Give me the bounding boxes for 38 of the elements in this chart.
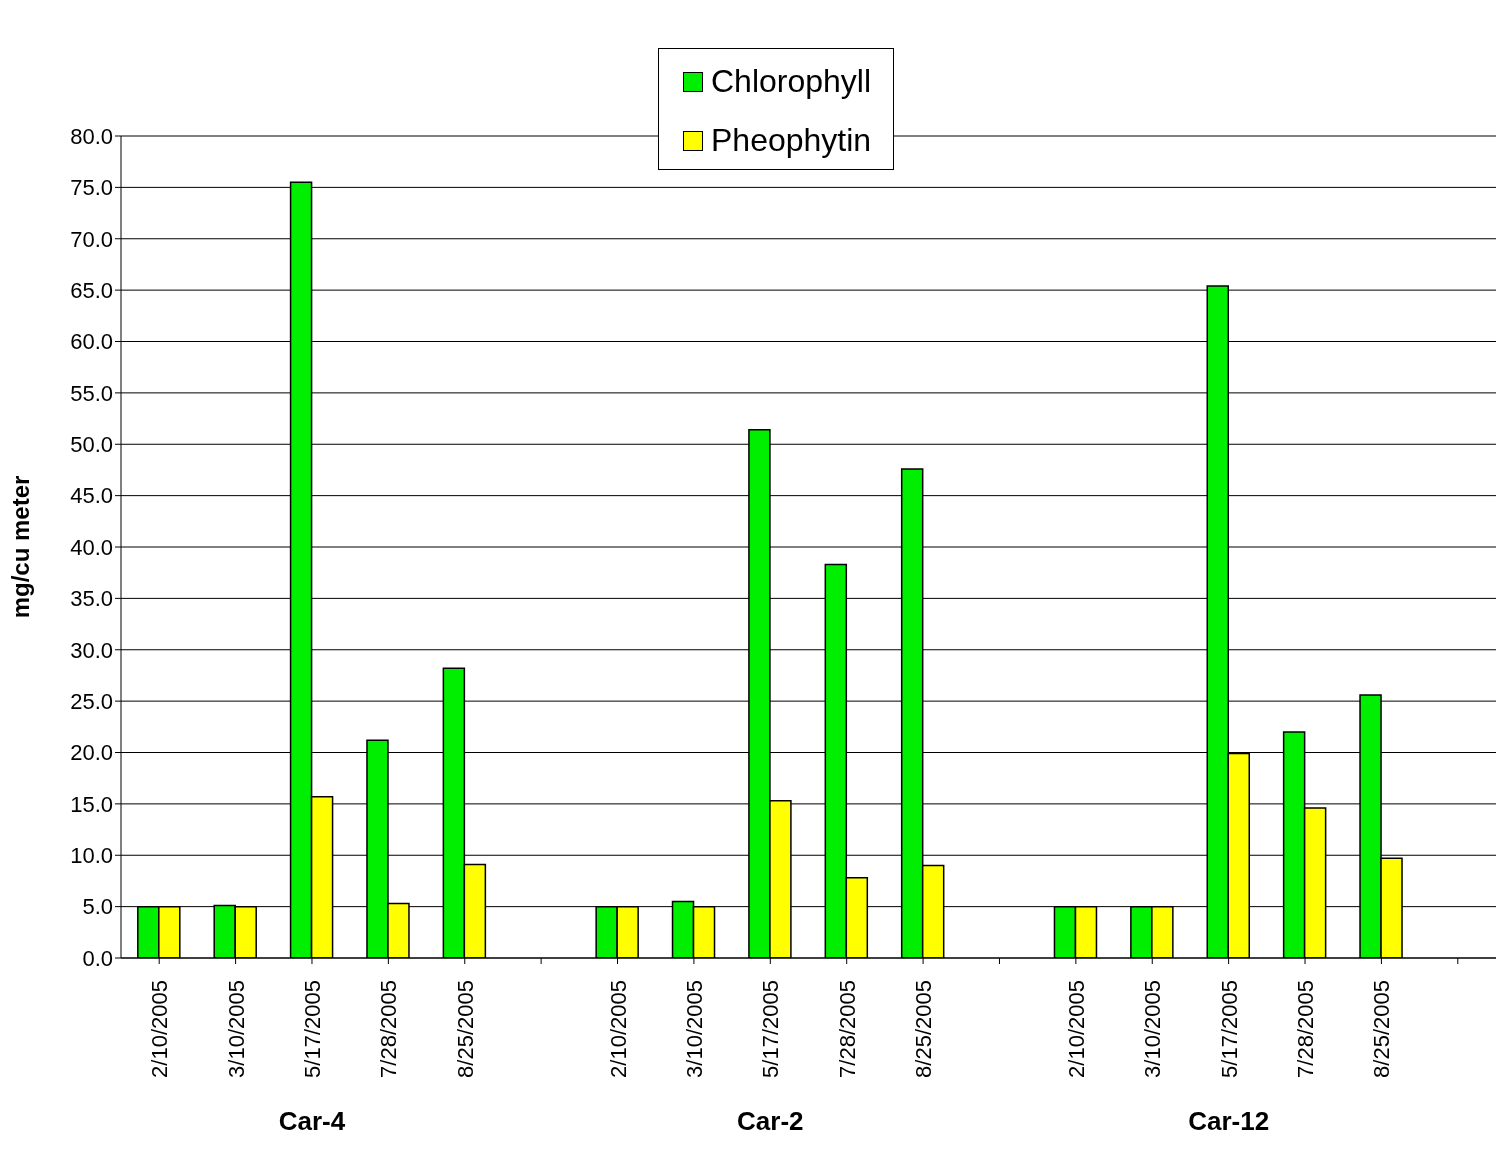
- x-tick-label: 7/28/2005: [376, 980, 402, 1078]
- y-tick-label: 55.0: [70, 380, 113, 406]
- y-tick-label: 80.0: [70, 123, 113, 149]
- y-tick-label: 0.0: [82, 945, 113, 971]
- x-tick-label: 2/10/2005: [1063, 980, 1089, 1078]
- x-tick-label: 7/28/2005: [834, 980, 860, 1078]
- y-tick-label: 40.0: [70, 534, 113, 560]
- y-axis-title: mg/cu meter: [6, 475, 34, 619]
- x-tick-label: 3/10/2005: [223, 980, 249, 1078]
- x-tick-label: 8/25/2005: [1369, 980, 1395, 1078]
- x-tick-label: 8/25/2005: [452, 980, 478, 1078]
- x-tick-label: 8/25/2005: [911, 980, 937, 1078]
- y-tick-label: 15.0: [70, 791, 113, 817]
- y-tick-label: 20.0: [70, 740, 113, 766]
- y-tick-label: 50.0: [70, 432, 113, 458]
- y-tick-label: 60.0: [70, 329, 113, 355]
- x-tick-label: 2/10/2005: [605, 980, 631, 1078]
- y-tick-label: 25.0: [70, 688, 113, 714]
- y-tick-label: 30.0: [70, 637, 113, 663]
- y-tick-label: 45.0: [70, 483, 113, 509]
- y-tick-label: 5.0: [82, 894, 113, 920]
- y-tick-label: 35.0: [70, 586, 113, 612]
- y-tick-label: 70.0: [70, 226, 113, 252]
- text: Car-12: [1187, 1106, 1271, 1137]
- y-tick-label: 10.0: [70, 843, 113, 869]
- y-tick-label: 75.0: [70, 175, 113, 201]
- text: Car-2: [736, 1106, 805, 1137]
- x-tick-label: 7/28/2005: [1293, 980, 1319, 1078]
- legend-label: Chlorophyll: [711, 63, 872, 100]
- x-tick-label: 5/17/2005: [758, 980, 784, 1078]
- x-tick-label: 5/17/2005: [299, 980, 325, 1078]
- text: Car-4: [277, 1106, 347, 1137]
- x-tick-label: 5/17/2005: [1216, 980, 1242, 1078]
- x-tick-label: 3/10/2005: [681, 980, 707, 1078]
- legend-label: Pheophytin: [711, 122, 872, 159]
- y-tick-label: 65.0: [70, 277, 113, 303]
- x-tick-label: 3/10/2005: [1140, 980, 1166, 1078]
- x-tick-label: 2/10/2005: [147, 980, 173, 1078]
